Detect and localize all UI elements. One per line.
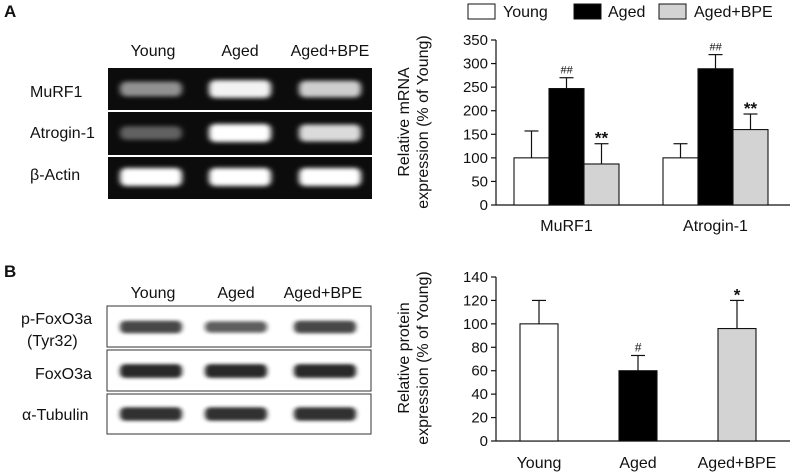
legend-label-aged: Aged (608, 4, 645, 21)
chart-a-ytick-label: 350 (463, 32, 488, 49)
chart-a-ytick-label: 50 (471, 173, 488, 190)
blot-a-lane-aged-bpe: Aged+BPE (291, 43, 370, 60)
chart-b-significance-mark: * (734, 285, 741, 304)
blot-b-band (205, 364, 267, 378)
chart-a-category-label: Atrogin-1 (683, 218, 748, 235)
legend-swatch-young (467, 3, 496, 20)
legend: Young Aged Aged+BPE (467, 3, 773, 21)
blot-b-band (294, 407, 356, 421)
chart-a-bar-murf1-agedbpe (583, 163, 620, 206)
blot-b-row-tyr32: (Tyr32) (27, 333, 78, 350)
chart-a-bar-atrogin-1-young (662, 157, 699, 206)
chart-a-ytick-label: 0 (480, 197, 488, 214)
chart-b: Relative protein expression (% of Young)… (396, 269, 790, 472)
chart-b-category-label: Young (517, 455, 562, 472)
blot-a-lane-aged: Aged (221, 43, 258, 60)
blot-a-lane-young: Young (131, 43, 176, 60)
chart-a-category-label: MuRF1 (540, 218, 593, 235)
chart-a-significance-mark: ## (560, 65, 573, 77)
chart-b-ytick-label: 0 (480, 433, 488, 450)
blot-b-lane-aged-bpe: Aged+BPE (284, 285, 363, 302)
chart-a-bar-atrogin-1-aged (697, 68, 734, 206)
blot-b-band (294, 364, 356, 378)
chart-a-ylabel-line2: expression (% of Young) (415, 35, 432, 208)
blot-b-band (205, 407, 267, 421)
blot-b-band (120, 320, 182, 334)
chart-a-significance-mark: ** (744, 99, 758, 118)
blot-a-band (299, 80, 361, 98)
chart-b-category-label: Aged (619, 455, 656, 472)
chart-a-bar-murf1-young (513, 157, 550, 206)
chart-a-bar-murf1-aged (548, 88, 585, 206)
blot-b-lane-aged: Aged (217, 285, 254, 302)
chart-b-ytick-label: 60 (471, 363, 488, 380)
chart-b-bar-agedbpe (717, 327, 757, 442)
chart-b-bar-young (519, 323, 559, 442)
chart-b-ytick-label: 80 (471, 339, 488, 356)
chart-b-ytick-label: 20 (471, 410, 488, 427)
blot-b-band (205, 321, 267, 333)
chart-b-significance-mark: # (635, 340, 642, 354)
panel-label-b: B (4, 262, 16, 281)
blot-a-band (299, 168, 361, 186)
blot-a-row-murf1: MuRF1 (30, 84, 83, 101)
legend-label-young: Young (503, 4, 548, 21)
chart-a-significance-mark: ## (709, 42, 722, 54)
chart-b-ytick-label: 40 (471, 386, 488, 403)
blot-a-row-actin: β-Actin (30, 167, 80, 184)
blot-b-lane-young: Young (131, 285, 176, 302)
blot-b-row-tubulin: α-Tubulin (22, 407, 88, 424)
chart-a-ylabel-line1: Relative mRNA (396, 67, 413, 177)
blot-b-band (120, 364, 182, 378)
chart-b-ylabel-line1: Relative protein (396, 302, 413, 413)
panel-label-a: A (4, 2, 16, 21)
chart-b-ytick-label: 100 (463, 316, 488, 333)
blot-b-band (120, 407, 182, 421)
blot-b-bands (120, 320, 356, 421)
chart-b-ytick-label: 120 (463, 292, 488, 309)
blot-a-band (299, 124, 361, 142)
chart-a-ytick-label: 200 (463, 103, 488, 120)
chart-b-ytick-label: 140 (463, 269, 488, 286)
blot-a-row-atrogin1: Atrogin-1 (30, 125, 95, 142)
chart-a-ytick-label: 100 (463, 150, 488, 167)
chart-b-bar-aged (618, 370, 658, 442)
blot-a-band (120, 81, 182, 97)
chart-b-category-label: Aged+BPE (698, 455, 777, 472)
blot-b-row-pfoxo3a: p-FoxO3a (21, 311, 92, 328)
chart-a-bar-atrogin-1-agedbpe (732, 129, 769, 206)
chart-b-ylabel-line2: expression (% of Young) (415, 271, 432, 444)
blot-a: Young Aged Aged+BPE MuRF1 Atrogin-1 β-Ac… (30, 43, 372, 199)
blot-a-band (209, 124, 271, 142)
legend-swatch-aged-bpe (658, 3, 687, 20)
chart-a: Relative mRNA expression (% of Young) 0 5… (396, 32, 790, 235)
chart-a-ytick-label: 150 (463, 126, 488, 143)
legend-swatch-aged (573, 3, 602, 20)
blot-a-band (209, 168, 271, 186)
legend-label-aged-bpe: Aged+BPE (694, 4, 773, 21)
blot-a-bands (120, 80, 361, 186)
blot-b-row-foxo3a: FoxO3a (35, 366, 92, 383)
chart-a-ytick-label: 250 (463, 79, 488, 96)
chart-a-significance-mark: ** (595, 129, 609, 148)
blot-a-band (120, 168, 182, 186)
blot-b: Young Aged Aged+BPE p-FoxO3a (Tyr32) Fox… (21, 285, 372, 435)
blot-a-band (209, 80, 271, 98)
blot-b-band (294, 320, 356, 334)
chart-a-ytick-label: 300 (463, 56, 488, 73)
blot-a-band (120, 126, 182, 140)
